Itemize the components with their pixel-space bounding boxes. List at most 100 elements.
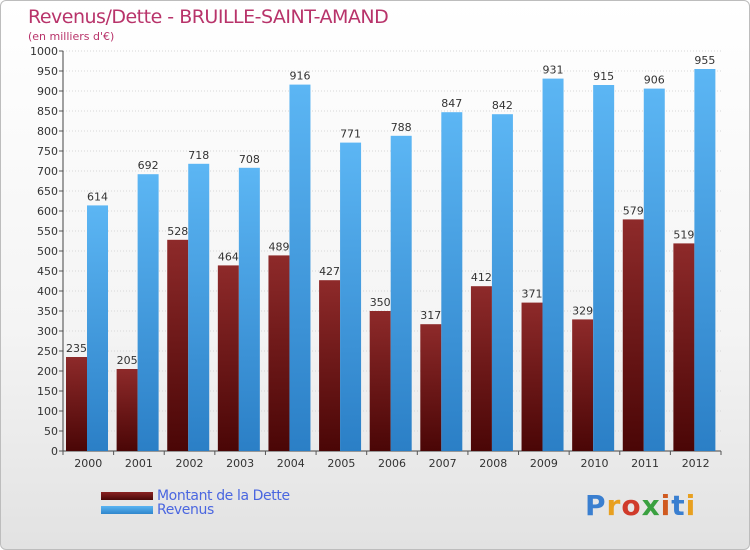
y-tick-label: 50: [44, 425, 58, 438]
y-tick-label: 100: [37, 405, 58, 418]
proxiti-logo: Proxiti: [585, 489, 696, 522]
x-tick-label: 2012: [682, 457, 710, 470]
bar-revenus: [340, 142, 362, 451]
bar-dette: [622, 219, 644, 451]
legend-item-revenus: Revenus: [101, 502, 214, 518]
bar-dette: [167, 239, 189, 451]
data-label-revenus: 692: [138, 159, 159, 172]
y-tick-label: 200: [37, 365, 58, 378]
bar-revenus: [441, 112, 463, 451]
data-label-revenus: 708: [239, 153, 260, 166]
data-label-revenus: 916: [289, 70, 310, 83]
y-tick-label: 650: [37, 185, 58, 198]
bar-revenus: [542, 78, 564, 451]
bar-revenus: [137, 174, 159, 451]
x-tick-label: 2004: [277, 457, 305, 470]
y-tick-label: 300: [37, 325, 58, 338]
y-tick-label: 250: [37, 345, 58, 358]
y-tick-label: 750: [37, 145, 58, 158]
bar-revenus: [289, 84, 311, 451]
y-tick-label: 700: [37, 165, 58, 178]
logo-letter: i: [660, 489, 672, 522]
bar-dette: [66, 357, 87, 451]
x-tick-label: 2010: [580, 457, 608, 470]
bar-dette: [369, 311, 391, 451]
y-tick-label: 900: [37, 85, 58, 98]
logo-letter: P: [585, 489, 607, 522]
y-tick-label: 350: [37, 305, 58, 318]
bar-dette: [319, 280, 341, 451]
data-label-dette: 427: [319, 265, 340, 278]
data-label-revenus: 931: [543, 64, 564, 77]
bar-dette: [420, 324, 442, 451]
data-label-revenus: 788: [391, 121, 412, 134]
x-tick-label: 2003: [226, 457, 254, 470]
data-label-dette: 579: [623, 204, 644, 217]
y-tick-label: 400: [37, 285, 58, 298]
logo-letter: r: [606, 489, 622, 522]
y-tick-label: 500: [37, 245, 58, 258]
bar-revenus: [593, 85, 615, 451]
bar-revenus: [87, 205, 108, 451]
data-label-dette: 329: [572, 304, 593, 317]
y-tick-label: 950: [37, 65, 58, 78]
data-label-dette: 205: [117, 354, 138, 367]
x-tick-label: 2011: [631, 457, 659, 470]
data-label-revenus: 847: [441, 97, 462, 110]
data-label-revenus: 614: [87, 190, 108, 203]
y-tick-label: 0: [51, 445, 58, 458]
data-label-dette: 412: [471, 271, 492, 284]
bar-dette: [470, 286, 492, 451]
y-tick-label: 150: [37, 385, 58, 398]
logo-letter: x: [641, 489, 661, 522]
x-tick-label: 2005: [327, 457, 355, 470]
y-tick-label: 1000: [30, 45, 58, 58]
data-label-revenus: 955: [694, 54, 715, 67]
y-tick-label: 600: [37, 205, 58, 218]
data-label-revenus: 771: [340, 128, 361, 141]
data-label-revenus: 906: [644, 74, 665, 87]
bar-revenus: [491, 114, 513, 451]
logo-letter: i: [685, 489, 697, 522]
bar-revenus: [238, 167, 260, 452]
y-tick-label: 850: [37, 105, 58, 118]
logo-letter: o: [621, 489, 642, 522]
y-tick-label: 800: [37, 125, 58, 138]
logo-letter: t: [671, 489, 686, 522]
bar-dette: [673, 243, 695, 451]
bar-dette: [217, 265, 239, 451]
data-label-revenus: 842: [492, 99, 513, 112]
data-label-dette: 235: [66, 342, 87, 355]
x-tick-label: 2006: [378, 457, 406, 470]
legend-label-dette: Montant de la Dette: [157, 488, 290, 504]
data-label-dette: 489: [268, 240, 289, 253]
data-label-revenus: 915: [593, 70, 614, 83]
x-tick-label: 2002: [176, 457, 204, 470]
data-label-dette: 528: [167, 225, 188, 238]
data-label-dette: 519: [673, 228, 694, 241]
y-tick-label: 550: [37, 225, 58, 238]
x-tick-label: 2007: [429, 457, 457, 470]
data-label-dette: 350: [370, 296, 391, 309]
bar-dette: [268, 255, 290, 451]
data-label-dette: 371: [522, 288, 543, 301]
x-tick-label: 2009: [530, 457, 558, 470]
bar-revenus: [694, 69, 716, 451]
bar-revenus: [643, 88, 665, 451]
legend-item-dette: Montant de la Dette: [101, 488, 290, 504]
data-label-dette: 317: [420, 309, 441, 322]
data-label-dette: 464: [218, 250, 239, 263]
x-tick-label: 2001: [125, 457, 153, 470]
legend-swatch-revenus: [101, 506, 153, 514]
x-tick-label: 2008: [479, 457, 507, 470]
data-label-revenus: 718: [188, 149, 209, 162]
bar-revenus: [188, 163, 210, 452]
chart-title: Revenus/Dette - BRUILLE-SAINT-AMAND: [28, 6, 389, 28]
bar-dette: [572, 319, 594, 451]
x-tick-label: 2000: [74, 457, 102, 470]
bar-dette: [521, 302, 543, 451]
y-tick-label: 450: [37, 265, 58, 278]
bar-dette: [116, 369, 138, 451]
